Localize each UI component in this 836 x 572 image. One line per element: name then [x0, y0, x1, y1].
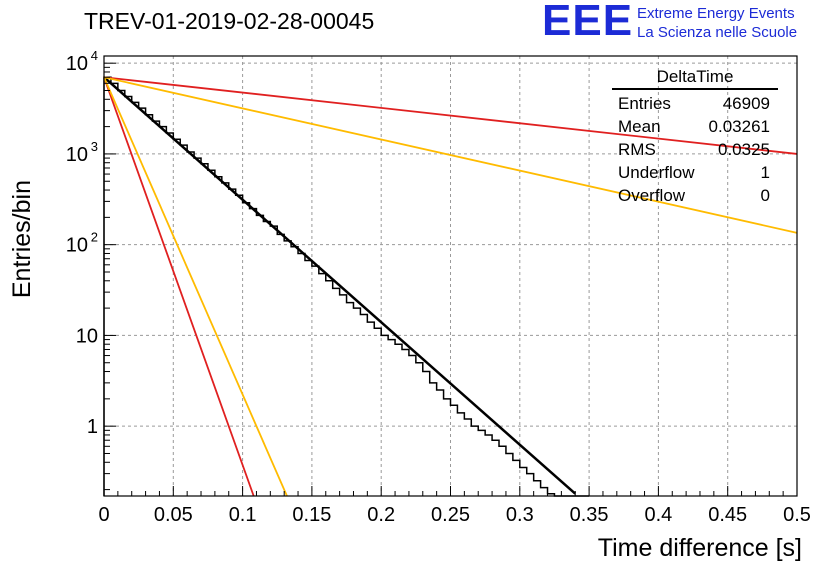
- y-tick-label: 10: [66, 144, 88, 166]
- x-tick-label: 0.5: [783, 504, 811, 526]
- y-tick-exponent: 4: [91, 48, 98, 63]
- x-tick-label: 0.25: [431, 504, 470, 526]
- stats-title: DeltaTime: [612, 67, 778, 90]
- y-tick-exponent: 2: [91, 230, 98, 245]
- x-tick-label: 0.4: [644, 504, 672, 526]
- plot-title: TREV-01-2019-02-28-00045: [84, 8, 375, 34]
- fit-curve: [103, 76, 577, 495]
- stats-row: Mean 0.03261: [612, 115, 778, 138]
- x-tick-label: 0.1: [229, 504, 257, 526]
- logo-mark: EEE: [542, 0, 634, 45]
- fit-curve: [103, 76, 255, 497]
- x-tick-label: 0.05: [154, 504, 193, 526]
- x-tick-label: 0.35: [570, 504, 609, 526]
- x-tick-label: 0: [98, 504, 109, 526]
- stats-label: Underflow: [618, 163, 695, 182]
- stats-row: Overflow 0: [612, 184, 778, 207]
- x-tick-label: 0.3: [506, 504, 534, 526]
- stats-label: Overflow: [618, 186, 686, 205]
- x-axis-label: Time difference [s]: [597, 534, 802, 562]
- y-tick-label: 1: [87, 416, 98, 438]
- y-tick-label: 10: [66, 53, 88, 75]
- stats-value: 46909: [722, 94, 770, 113]
- fit-curve: [103, 76, 288, 497]
- stats-label: RMS: [618, 140, 656, 159]
- fit-curve: [103, 76, 798, 234]
- x-tick-label: 0.2: [367, 504, 395, 526]
- y-tick-label: 10: [66, 235, 88, 257]
- logo-line-2: La Scienza nelle Scuole: [637, 24, 798, 41]
- y-tick-exponent: 3: [91, 139, 98, 154]
- y-axis-label: Entries/bin: [8, 180, 36, 299]
- stats-row: Entries 46909: [612, 92, 778, 115]
- y-tick-label: 10: [76, 325, 98, 347]
- x-tick-label: 0.45: [708, 504, 747, 526]
- x-tick-label: 0.15: [292, 504, 331, 526]
- stats-row: Underflow 1: [612, 161, 778, 184]
- logo-line-1: Extreme Energy Events: [637, 5, 795, 22]
- stats-value: 1: [760, 163, 770, 182]
- stats-label: Mean: [618, 117, 661, 136]
- stats-value: 0.0325: [718, 140, 770, 159]
- stats-box: DeltaTime Entries 46909 Mean 0.03261 RMS…: [612, 67, 778, 207]
- stats-value: 0.03261: [708, 117, 770, 136]
- stats-value: 0: [760, 186, 770, 205]
- stats-label: Entries: [618, 94, 671, 113]
- stats-row: RMS 0.0325: [612, 138, 778, 161]
- fit-curve: [103, 76, 798, 155]
